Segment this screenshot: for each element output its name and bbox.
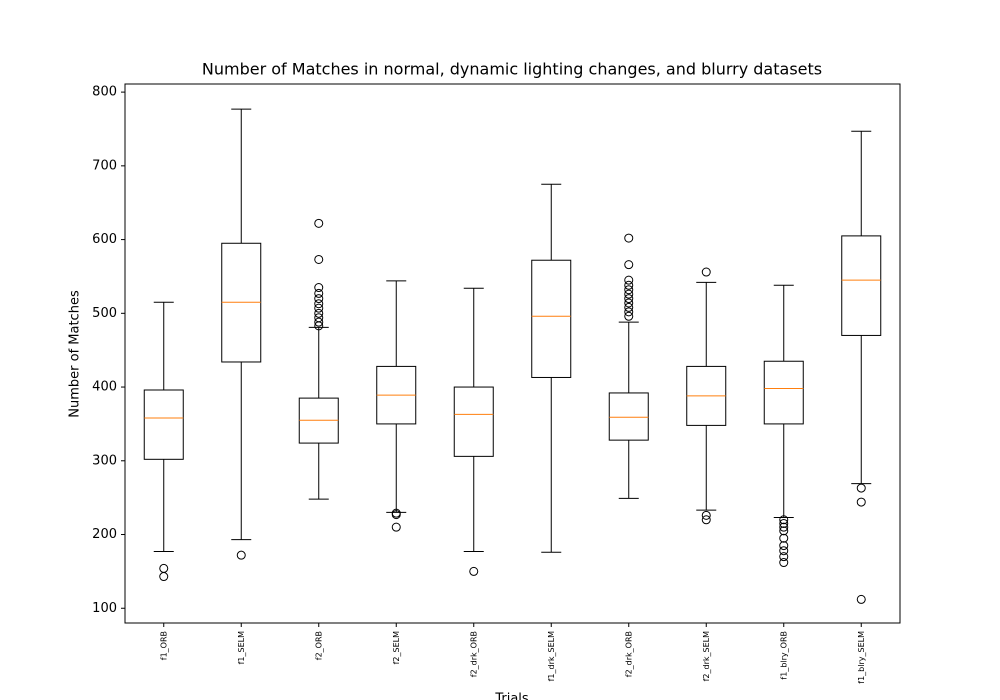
outlier [624, 289, 634, 299]
outlier [314, 283, 324, 293]
outlier [314, 317, 324, 327]
outlier [624, 285, 634, 295]
outlier [779, 515, 789, 525]
outlier [779, 552, 789, 562]
y-tick-label: 800 [92, 85, 117, 100]
outlier [624, 260, 634, 270]
outlier [779, 558, 789, 568]
outlier [701, 267, 711, 277]
x-tick-label: f2_drk_ORB [469, 631, 478, 677]
outlier [779, 533, 789, 543]
outlier [314, 303, 324, 313]
outlier [469, 566, 479, 576]
y-tick-label: 700 [92, 158, 117, 173]
outlier [624, 298, 634, 308]
outlier [779, 541, 789, 551]
outlier [391, 522, 401, 532]
box [841, 235, 882, 336]
outlier [624, 280, 634, 290]
outlier [856, 497, 866, 507]
outlier [314, 299, 324, 309]
outlier [701, 510, 711, 520]
y-tick-label: 100 [92, 601, 117, 616]
y-axis-label: Number of Matches [68, 290, 83, 418]
outlier [856, 594, 866, 604]
outlier [314, 321, 324, 331]
outlier [624, 233, 634, 243]
outlier [624, 275, 634, 285]
x-tick-label: f1_blry_ORB [779, 631, 788, 680]
outlier [779, 518, 789, 528]
box [763, 360, 804, 425]
outlier [314, 308, 324, 318]
outlier [856, 483, 866, 493]
outlier [779, 522, 789, 532]
outlier [624, 307, 634, 317]
box [531, 259, 572, 378]
x-tick-label: f2_SELM [392, 631, 401, 664]
outlier [314, 218, 324, 228]
x-tick-label: f1_drk_SELM [547, 631, 556, 681]
x-tick-label: f1_blry_SELM [857, 631, 866, 684]
outlier [314, 294, 324, 304]
x-tick-label: f2_drk_ORB [624, 631, 633, 677]
y-tick-label: 400 [92, 380, 117, 395]
x-tick-label: f2_drk_SELM [702, 631, 711, 681]
x-axis-label: Trials [494, 692, 529, 700]
x-tick-label: f1_ORB [159, 631, 168, 660]
y-tick-label: 300 [92, 453, 117, 468]
x-tick-label: f1_SELM [237, 631, 246, 664]
y-tick-label: 500 [92, 306, 117, 321]
outlier [236, 550, 246, 560]
y-tick-label: 600 [92, 232, 117, 247]
outlier [624, 302, 634, 312]
outlier [314, 288, 324, 298]
x-tick-label: f2_ORB [314, 631, 323, 660]
outlier [624, 311, 634, 321]
plot-frame [124, 83, 901, 624]
box [453, 386, 494, 457]
y-tick-label: 200 [92, 527, 117, 542]
outlier [779, 526, 789, 536]
outlier [701, 515, 711, 525]
outlier [159, 572, 169, 582]
outlier [779, 546, 789, 556]
chart-title: Number of Matches in normal, dynamic lig… [202, 60, 822, 79]
outlier [624, 294, 634, 304]
outlier [314, 254, 324, 264]
box [143, 389, 184, 460]
outlier [391, 510, 401, 520]
box [608, 392, 649, 441]
